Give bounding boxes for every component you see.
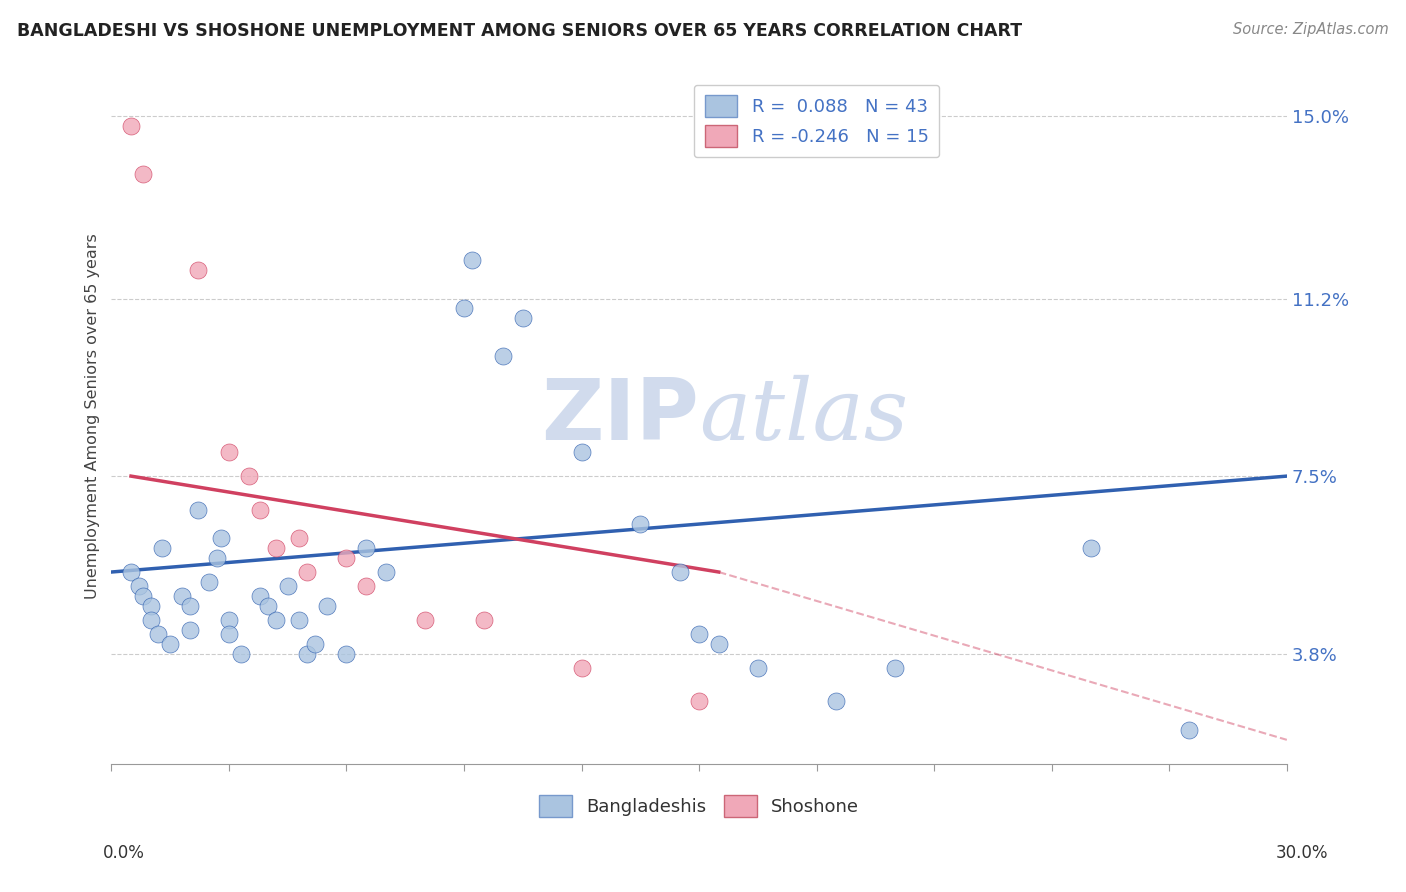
Point [218, 613, 240, 627]
Point [413, 613, 436, 627]
Point [304, 637, 326, 651]
Y-axis label: Unemployment Among Seniors over 65 years: Unemployment Among Seniors over 65 years [86, 234, 100, 599]
Point [288, 613, 311, 627]
Point [179, 599, 201, 613]
Point [825, 694, 848, 708]
Point [150, 541, 173, 555]
Point [688, 694, 710, 708]
Point [453, 301, 475, 316]
Point [668, 565, 690, 579]
Point [132, 167, 155, 181]
Point [205, 550, 228, 565]
Text: 0.0%: 0.0% [103, 844, 145, 862]
Point [198, 574, 221, 589]
Point [316, 599, 339, 613]
Point [884, 661, 907, 675]
Point [512, 310, 534, 325]
Point [628, 517, 651, 532]
Point [229, 647, 252, 661]
Point [335, 647, 357, 661]
Point [218, 627, 240, 641]
Point [374, 565, 396, 579]
Point [297, 647, 319, 661]
Point [288, 532, 311, 546]
Point [1178, 723, 1201, 738]
Point [688, 627, 710, 641]
Point [238, 469, 260, 483]
Text: atlas: atlas [699, 375, 908, 458]
Point [139, 613, 162, 627]
Point [707, 637, 730, 651]
Point [492, 349, 515, 363]
Point [335, 550, 357, 565]
Point [264, 541, 287, 555]
Point [139, 599, 162, 613]
Point [159, 637, 181, 651]
Point [128, 579, 150, 593]
Point [297, 565, 319, 579]
Text: Source: ZipAtlas.com: Source: ZipAtlas.com [1233, 22, 1389, 37]
Point [218, 445, 240, 459]
Point [257, 599, 280, 613]
Point [277, 579, 299, 593]
Point [179, 623, 201, 637]
Point [1080, 541, 1102, 555]
Point [571, 661, 593, 675]
Point [209, 532, 232, 546]
Point [354, 579, 377, 593]
Point [170, 589, 193, 603]
Point [571, 445, 593, 459]
Point [120, 119, 142, 133]
Point [187, 502, 209, 516]
Point [264, 613, 287, 627]
Text: BANGLADESHI VS SHOSHONE UNEMPLOYMENT AMONG SENIORS OVER 65 YEARS CORRELATION CHA: BANGLADESHI VS SHOSHONE UNEMPLOYMENT AMO… [17, 22, 1022, 40]
Legend: Bangladeshis, Shoshone: Bangladeshis, Shoshone [531, 788, 866, 824]
Point [120, 565, 142, 579]
Text: 30.0%: 30.0% [1277, 844, 1329, 862]
Point [461, 253, 484, 268]
Point [472, 613, 495, 627]
Text: ZIP: ZIP [541, 375, 699, 458]
Point [354, 541, 377, 555]
Point [249, 502, 271, 516]
Point [187, 263, 209, 277]
Point [148, 627, 170, 641]
Point [747, 661, 769, 675]
Point [249, 589, 271, 603]
Point [132, 589, 155, 603]
